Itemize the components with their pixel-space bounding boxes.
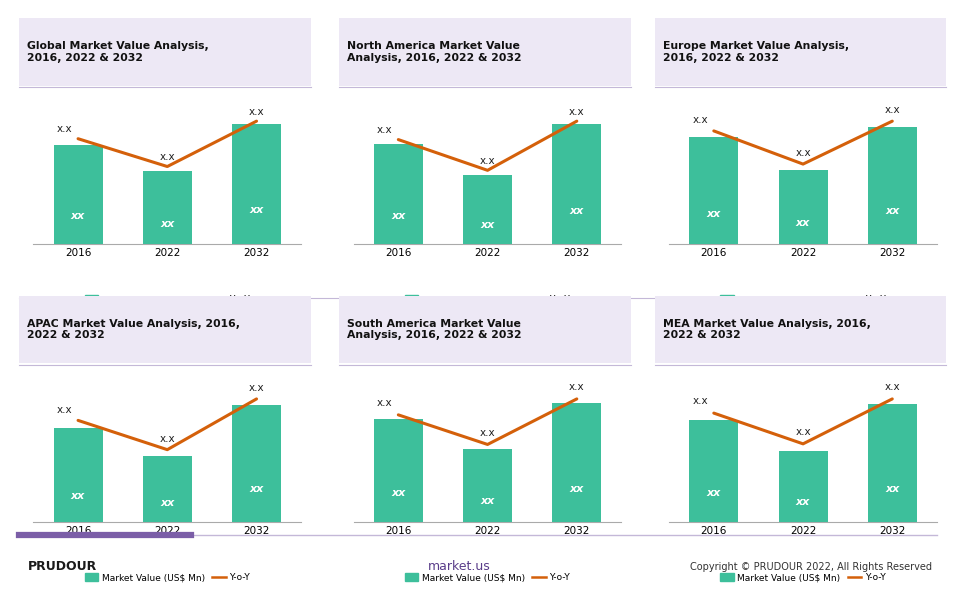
Text: xx: xx [706,209,721,219]
Text: APAC Market Value Analysis, 2016,
2022 & 2032: APAC Market Value Analysis, 2016, 2022 &… [27,319,240,340]
Text: xx: xx [250,484,264,494]
Legend: Market Value (US$ Mn), Y-o-Y: Market Value (US$ Mn), Y-o-Y [81,291,253,308]
Text: xx: xx [161,498,174,508]
Text: xx: xx [71,491,85,501]
Text: xx: xx [796,218,810,228]
Text: xx: xx [250,206,264,216]
Text: x.x: x.x [884,105,901,115]
Bar [778,170,828,244]
Text: x.x: x.x [249,107,265,117]
Bar [868,404,917,522]
Text: xx: xx [570,483,584,493]
Legend: Market Value (US$ Mn), Y-o-Y: Market Value (US$ Mn), Y-o-Y [717,569,889,586]
Bar [553,404,601,522]
Text: Europe Market Value Analysis,
2016, 2022 & 2032: Europe Market Value Analysis, 2016, 2022… [663,41,849,63]
Bar [374,420,423,522]
Text: x.x: x.x [160,434,175,444]
Text: MEA Market Value Analysis, 2016,
2022 & 2032: MEA Market Value Analysis, 2016, 2022 & … [663,319,870,340]
Text: x.x: x.x [56,404,73,414]
Text: xx: xx [796,497,810,507]
Text: x.x: x.x [480,428,495,437]
Text: x.x: x.x [884,382,901,392]
Text: x.x: x.x [795,427,811,437]
Bar [778,451,828,522]
Legend: Market Value (US$ Mn), Y-o-Y: Market Value (US$ Mn), Y-o-Y [402,569,574,586]
Text: x.x: x.x [377,398,393,408]
Text: South America Market Value
Analysis, 2016, 2022 & 2032: South America Market Value Analysis, 201… [347,319,522,340]
Text: Global Market Value Analysis,
2016, 2022 & 2032: Global Market Value Analysis, 2016, 2022… [27,41,208,63]
Bar [463,175,512,244]
Text: market.us: market.us [427,560,490,573]
Text: North America Market Value
Analysis, 2016, 2022 & 2032: North America Market Value Analysis, 201… [347,41,522,63]
Text: x.x: x.x [249,383,265,393]
Bar [689,137,738,244]
Bar [374,144,423,244]
Bar [232,405,281,522]
Text: x.x: x.x [377,125,393,135]
Text: x.x: x.x [56,124,73,134]
Text: x.x: x.x [795,148,811,158]
Bar [142,171,192,244]
Text: PRUDOUR: PRUDOUR [28,560,97,573]
Text: x.x: x.x [480,155,495,165]
Bar [54,145,102,244]
Legend: Market Value (US$ Mn), Y-o-Y: Market Value (US$ Mn), Y-o-Y [717,291,889,308]
Text: xx: xx [161,219,174,229]
Bar [142,456,192,522]
Text: Copyright © PRUDOUR 2022, All Rights Reserved: Copyright © PRUDOUR 2022, All Rights Res… [690,563,932,572]
Text: xx: xx [481,220,494,230]
Text: x.x: x.x [692,115,708,125]
Text: x.x: x.x [569,382,585,392]
Text: x.x: x.x [569,106,585,116]
Text: xx: xx [71,211,85,221]
Bar [868,127,917,244]
Text: xx: xx [885,206,900,216]
Bar [553,124,601,244]
Bar [232,124,281,244]
Legend: Market Value (US$ Mn), Y-o-Y: Market Value (US$ Mn), Y-o-Y [81,569,253,586]
Legend: Market Value (US$ Mn), Y-o-Y: Market Value (US$ Mn), Y-o-Y [402,291,574,308]
Text: xx: xx [391,211,405,221]
Bar [54,428,102,522]
Text: xx: xx [391,488,405,498]
Text: x.x: x.x [692,396,708,406]
Bar [689,420,738,522]
Bar [463,449,512,522]
Text: xx: xx [885,484,900,493]
Text: xx: xx [570,206,584,216]
Text: xx: xx [706,488,721,498]
Text: xx: xx [481,496,494,506]
Text: x.x: x.x [160,152,175,162]
